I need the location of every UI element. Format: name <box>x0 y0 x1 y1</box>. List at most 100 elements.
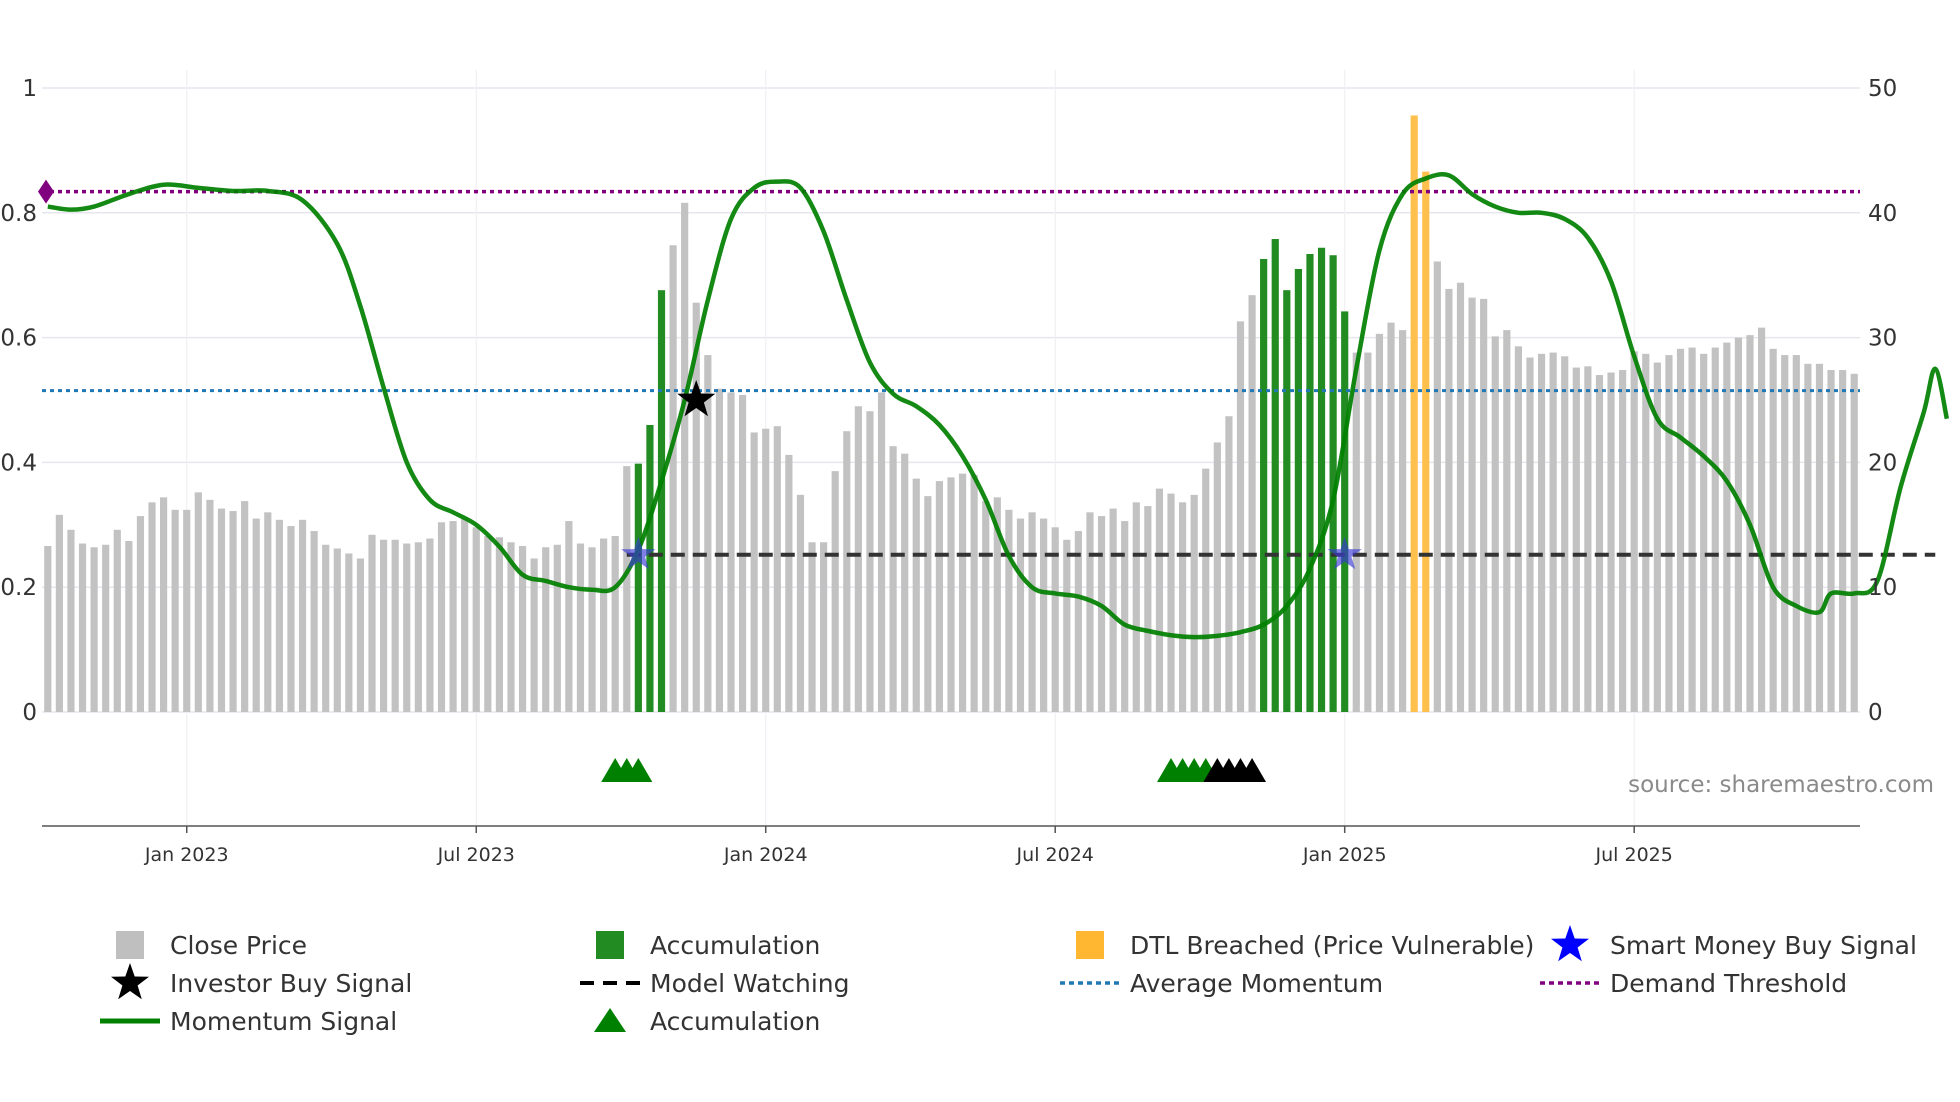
legend-label: DTL Breached (Price Vulnerable) <box>1130 931 1534 960</box>
y-left-tick-label: 0.6 <box>0 326 37 352</box>
close-price-bar <box>1063 539 1071 712</box>
close-price-bar <box>785 454 793 712</box>
dtl-breached-bar <box>1422 171 1430 713</box>
accumulation-bar <box>634 463 642 712</box>
close-price-bar <box>518 546 527 712</box>
close-price-bar <box>982 501 990 712</box>
accumulation-triangle-dark <box>1238 758 1267 782</box>
legend-swatch-square <box>1076 931 1104 959</box>
demand-threshold-marker <box>38 179 54 204</box>
close-price-bar <box>1688 347 1696 712</box>
close-price-bar <box>958 473 967 712</box>
investor-buy-star <box>677 380 716 417</box>
close-price-bar <box>1665 355 1673 712</box>
x-tick-label: Jan 2023 <box>144 844 229 866</box>
close-price-bar <box>171 509 179 712</box>
close-price-bar <box>391 539 399 712</box>
close-price-bar <box>1005 509 1013 712</box>
close-price-bar <box>576 543 585 712</box>
close-price-bar <box>1839 370 1847 712</box>
close-price-bar <box>1781 355 1789 712</box>
close-price-bar <box>1850 373 1858 712</box>
close-price-bar <box>102 544 110 712</box>
close-price-bar <box>1480 298 1488 712</box>
bars <box>44 115 1858 713</box>
close-price-bar <box>1676 348 1685 712</box>
close-price-bar <box>44 546 52 712</box>
close-price-bar <box>1537 353 1546 712</box>
close-price-bar <box>368 534 376 712</box>
reference-lines <box>38 179 1936 557</box>
close-price-bar <box>1607 372 1615 712</box>
close-price-bar <box>1016 518 1025 712</box>
close-price-bar <box>669 245 677 713</box>
close-price-bar <box>507 542 515 712</box>
close-price-bar <box>194 492 202 712</box>
close-price-bar <box>1642 353 1650 712</box>
y-right-tick-label: 0 <box>1868 700 1883 726</box>
close-price-bar <box>947 477 955 712</box>
close-price-bar <box>1179 502 1187 712</box>
grid-lines <box>42 70 1860 826</box>
y-left-tick-label: 0 <box>22 700 37 726</box>
accumulation-bar <box>1317 247 1326 712</box>
x-tick-label: Jan 2025 <box>1302 844 1387 866</box>
close-price-bar <box>1364 352 1372 712</box>
close-price-bar <box>565 521 573 712</box>
close-price-bar <box>1468 297 1476 712</box>
close-price-bar <box>715 388 723 712</box>
close-price-bar <box>611 536 619 712</box>
close-price-bar <box>345 553 353 712</box>
close-price-bar <box>1387 322 1395 712</box>
x-tick-label: Jul 2024 <box>1016 844 1094 866</box>
close-price-bar <box>90 547 98 712</box>
legend-label: Smart Money Buy Signal <box>1610 931 1917 960</box>
legend-label: Average Momentum <box>1130 969 1383 998</box>
close-price-bar <box>333 548 341 712</box>
close-price-bar <box>600 538 608 712</box>
y-left-tick-label: 0.8 <box>0 201 37 227</box>
accumulation-bar <box>1341 311 1349 712</box>
close-price-bar <box>820 542 828 712</box>
accumulation-triangle <box>624 758 653 782</box>
y-right-tick-label: 30 <box>1868 326 1897 352</box>
close-price-bar <box>1456 282 1465 712</box>
close-price-bar <box>229 511 237 712</box>
close-price-bar <box>287 526 295 712</box>
close-price-bar <box>912 478 920 712</box>
close-price-bar <box>1584 366 1592 712</box>
accumulation-bar <box>1294 268 1302 712</box>
close-price-bar <box>970 474 978 712</box>
x-tick-label: Jul 2025 <box>1595 844 1673 866</box>
close-price-bar <box>727 392 735 712</box>
legend-label: Demand Threshold <box>1610 969 1847 998</box>
close-price-bar <box>1804 363 1812 712</box>
close-price-bar <box>241 501 249 712</box>
close-price-bar <box>1086 512 1094 712</box>
close-price-bar <box>1155 488 1164 712</box>
close-price-bar <box>1815 363 1824 712</box>
close-price-bar <box>854 406 862 712</box>
x-tick-label: Jan 2024 <box>723 844 808 866</box>
legend: Close Price Accumulation DTL Breached (Pri… <box>100 925 1917 1036</box>
close-price-bar <box>1097 516 1106 712</box>
close-price-bar <box>1074 531 1082 712</box>
dtl-breached-bar <box>1410 115 1418 713</box>
y-right-tick-label: 50 <box>1868 76 1897 102</box>
smart-money-buy-star <box>621 536 656 570</box>
close-price-bar <box>1700 353 1708 712</box>
y-right-tick-label: 10 <box>1868 575 1897 601</box>
close-price-bar <box>1109 508 1117 712</box>
close-price-bar <box>495 537 503 712</box>
legend-label: Model Watching <box>650 969 850 998</box>
close-price-bar <box>1549 352 1557 712</box>
x-tick-label: Jul 2023 <box>437 844 515 866</box>
close-price-bar <box>414 542 422 712</box>
close-price-bar <box>1723 342 1731 712</box>
close-price-bar <box>901 453 909 712</box>
close-price-bar <box>773 426 781 712</box>
close-price-bar <box>1248 295 1256 712</box>
close-price-bar <box>1503 330 1511 712</box>
